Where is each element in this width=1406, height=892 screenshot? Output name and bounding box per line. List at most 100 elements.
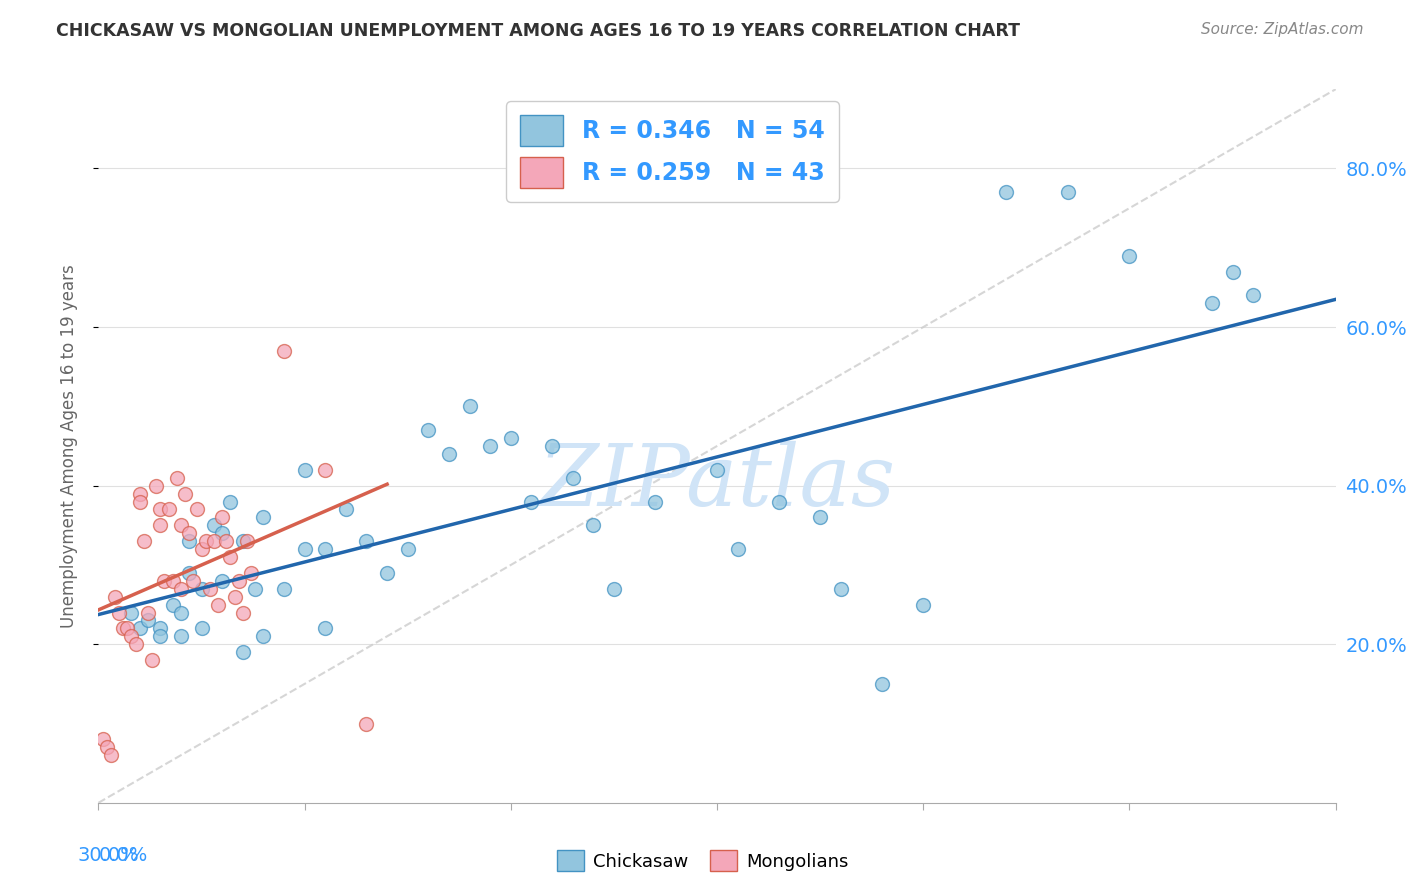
Point [149,518,172,533]
Point [162,598,184,612]
Point [520,494,543,508]
Point [170,518,193,533]
Text: 30.0%: 30.0% [77,846,139,864]
Point [236,534,259,549]
Point [215,534,238,549]
Point [207,598,229,612]
Point [356,716,378,731]
Point [314,542,336,557]
Point [273,343,295,358]
Point [830,582,852,596]
Point [211,510,233,524]
Point [179,526,201,541]
Point [870,677,893,691]
Legend: Chickasaw, Mongolians: Chickasaw, Mongolians [550,843,856,879]
Point [145,478,167,492]
Point [202,534,225,549]
Point [141,653,163,667]
Point [314,463,336,477]
Point [499,431,522,445]
Point [437,447,460,461]
Point [644,494,666,508]
Point [190,582,212,596]
Point [179,566,201,580]
Point [153,574,176,588]
Point [128,494,150,508]
Point [162,574,184,588]
Point [252,629,274,643]
Point [211,526,233,541]
Point [458,400,481,414]
Point [190,542,212,557]
Point [243,582,266,596]
Point [375,566,398,580]
Point [117,621,139,635]
Point [294,463,316,477]
Point [120,606,142,620]
Point [166,471,188,485]
Point [219,494,242,508]
Point [202,518,225,533]
Point [149,621,172,635]
Point [994,186,1017,200]
Point [479,439,502,453]
Point [228,574,250,588]
Point [170,629,193,643]
Point [124,637,146,651]
Point [294,542,316,557]
Point [273,582,295,596]
Point [396,542,419,557]
Point [1222,264,1244,278]
Y-axis label: Unemployment Among Ages 16 to 19 years: Unemployment Among Ages 16 to 19 years [59,264,77,628]
Point [149,629,172,643]
Point [181,574,204,588]
Point [224,590,246,604]
Point [132,534,155,549]
Point [128,486,150,500]
Point [582,518,605,533]
Point [1056,186,1078,200]
Point [706,463,728,477]
Point [1241,288,1264,302]
Point [91,732,114,747]
Text: 0.0%: 0.0% [98,846,148,864]
Point [232,606,254,620]
Point [232,645,254,659]
Point [170,582,193,596]
Point [186,502,208,516]
Point [727,542,749,557]
Point [768,494,790,508]
Point [157,502,180,516]
Text: CHICKASAW VS MONGOLIAN UNEMPLOYMENT AMONG AGES 16 TO 19 YEARS CORRELATION CHART: CHICKASAW VS MONGOLIAN UNEMPLOYMENT AMON… [56,22,1021,40]
Point [808,510,831,524]
Point [104,590,127,604]
Point [541,439,564,453]
Legend: R = 0.346   N = 54, R = 0.259   N = 43: R = 0.346 N = 54, R = 0.259 N = 43 [506,101,838,202]
Point [561,471,583,485]
Point [112,621,135,635]
Point [335,502,357,516]
Text: Source: ZipAtlas.com: Source: ZipAtlas.com [1201,22,1364,37]
Point [603,582,626,596]
Point [179,534,201,549]
Point [194,534,217,549]
Point [170,606,193,620]
Point [108,606,131,620]
Point [190,621,212,635]
Point [252,510,274,524]
Point [174,486,197,500]
Point [136,606,159,620]
Point [198,582,221,596]
Point [418,423,440,437]
Point [232,534,254,549]
Point [128,621,150,635]
Point [96,740,118,755]
Point [149,502,172,516]
Point [1201,296,1223,310]
Point [219,549,242,564]
Point [100,748,122,763]
Point [356,534,378,549]
Point [314,621,336,635]
Point [120,629,142,643]
Point [136,614,159,628]
